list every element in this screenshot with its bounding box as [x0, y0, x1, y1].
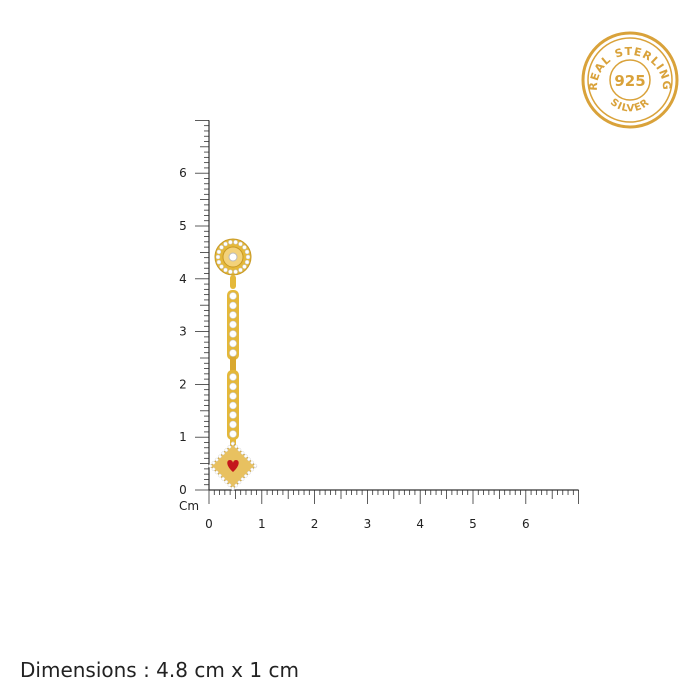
seal-bottom-text: SILVER: [608, 97, 651, 115]
horizontal-tick-label: 6: [522, 517, 530, 531]
horizontal-tick-label: 1: [258, 517, 266, 531]
horizontal-tick-label: 4: [416, 517, 424, 531]
vertical-tick-label: 5: [179, 219, 187, 233]
vertical-tick-label: 0: [179, 483, 187, 497]
vertical-tick-label: 6: [179, 166, 187, 180]
earring-product: [208, 238, 258, 491]
horizontal-tick-label: 2: [311, 517, 319, 531]
ruler: 0 1 2 3 4 5 6 0 1 2 3 4 5 6 Cm: [179, 120, 579, 531]
unit-label: Cm: [179, 499, 199, 513]
horizontal-tick-label: 5: [469, 517, 477, 531]
vertical-tick-label: 1: [179, 430, 187, 444]
horizontal-tick-label: 0: [205, 517, 213, 531]
svg-text:SILVER: SILVER: [608, 97, 652, 115]
sterling-silver-seal: REAL STERLING SILVER 925: [581, 31, 679, 129]
seal-center-text: 925: [614, 72, 645, 90]
vertical-tick-label: 4: [179, 272, 187, 286]
horizontal-tick-label: 3: [364, 517, 372, 531]
vertical-tick-label: 3: [179, 325, 187, 339]
dimensions-caption: Dimensions : 4.8 cm x 1 cm: [20, 658, 299, 682]
vertical-tick-label: 2: [179, 377, 187, 391]
